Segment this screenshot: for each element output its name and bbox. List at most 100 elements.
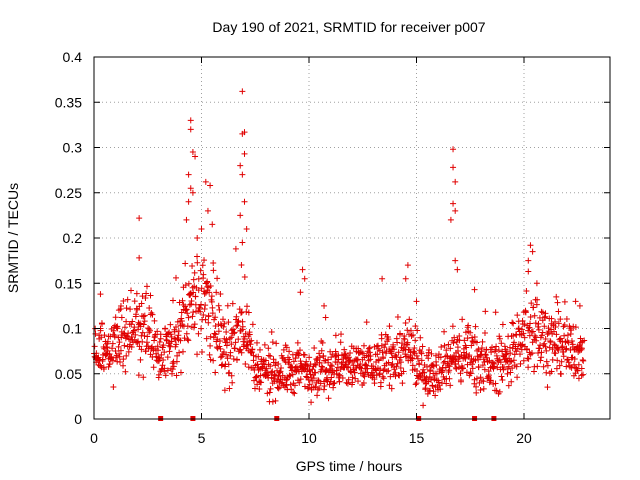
data-point (511, 339, 518, 346)
data-point (580, 371, 587, 378)
data-point (331, 379, 338, 386)
data-point (97, 291, 104, 298)
data-point (286, 348, 293, 355)
data-point (428, 377, 435, 384)
data-point (210, 357, 217, 364)
data-point (192, 301, 199, 308)
data-point (420, 366, 427, 373)
data-point (206, 289, 213, 296)
data-point (173, 358, 180, 365)
data-point (437, 354, 444, 361)
data-point (400, 368, 407, 375)
data-point (182, 282, 189, 289)
data-point (138, 346, 145, 353)
data-point (480, 385, 487, 392)
data-point (184, 336, 191, 343)
data-point (531, 332, 538, 339)
data-point (184, 310, 191, 317)
data-point (479, 338, 486, 345)
data-point (142, 294, 149, 301)
data-point (356, 350, 363, 357)
data-point (253, 373, 260, 380)
data-point (316, 350, 323, 357)
data-point (232, 339, 239, 346)
data-point (272, 362, 279, 369)
y-axis-label: SRMTID / TECUs (5, 183, 21, 293)
data-point (311, 344, 318, 351)
data-point (564, 356, 571, 363)
data-point (413, 298, 420, 305)
data-point (534, 363, 541, 370)
data-point (210, 260, 217, 267)
data-point (239, 323, 246, 330)
data-point (554, 357, 561, 364)
data-point (430, 363, 437, 370)
data-point (452, 178, 459, 185)
data-point (461, 354, 468, 361)
data-point (115, 343, 122, 350)
data-point (169, 370, 176, 377)
data-point (450, 339, 457, 346)
y-tick-label: 0.3 (63, 140, 83, 156)
data-point (578, 372, 585, 379)
data-point (547, 339, 554, 346)
data-point (471, 286, 478, 293)
data-point (349, 374, 356, 381)
data-point (164, 367, 171, 374)
data-point (188, 298, 195, 305)
y-tick-label: 0.25 (55, 185, 82, 201)
data-point (539, 309, 546, 316)
data-point (194, 235, 201, 241)
data-point (397, 359, 404, 366)
data-point (390, 346, 397, 353)
data-point (317, 380, 324, 387)
data-point (306, 354, 313, 361)
data-point (416, 361, 423, 368)
data-point (187, 126, 194, 133)
data-point (279, 379, 286, 386)
data-point (183, 330, 190, 337)
data-point (128, 333, 135, 340)
data-point (223, 329, 230, 336)
data-point (561, 332, 568, 339)
data-point (510, 332, 517, 339)
data-point (202, 316, 209, 323)
data-point (343, 379, 350, 386)
data-point (465, 322, 472, 329)
data-point (529, 248, 536, 255)
data-point (574, 367, 581, 374)
data-point (269, 398, 276, 405)
data-point (228, 341, 235, 348)
data-point (316, 354, 323, 361)
data-point (339, 375, 346, 382)
data-point (546, 344, 553, 351)
data-point (433, 370, 440, 377)
data-point (198, 325, 205, 332)
data-point (287, 381, 294, 388)
data-point (382, 341, 389, 348)
data-point (406, 316, 413, 323)
data-point (123, 318, 130, 325)
data-point (164, 354, 171, 361)
data-point (272, 372, 279, 379)
data-point (501, 343, 508, 350)
data-point (489, 344, 496, 351)
data-point (552, 350, 559, 357)
data-point (528, 329, 535, 336)
data-point (459, 365, 466, 372)
data-point (145, 343, 152, 350)
data-point (483, 354, 490, 361)
data-point (377, 379, 384, 386)
data-point (379, 355, 386, 362)
data-point (303, 358, 310, 365)
data-point (477, 374, 484, 381)
data-point (580, 357, 587, 364)
data-point (554, 345, 561, 352)
data-point (202, 302, 209, 309)
data-point (235, 336, 242, 343)
data-point (174, 352, 181, 359)
x-axis-label: GPS time / hours (296, 458, 403, 474)
data-point (231, 345, 238, 352)
data-point (205, 312, 212, 319)
data-point (224, 302, 231, 309)
